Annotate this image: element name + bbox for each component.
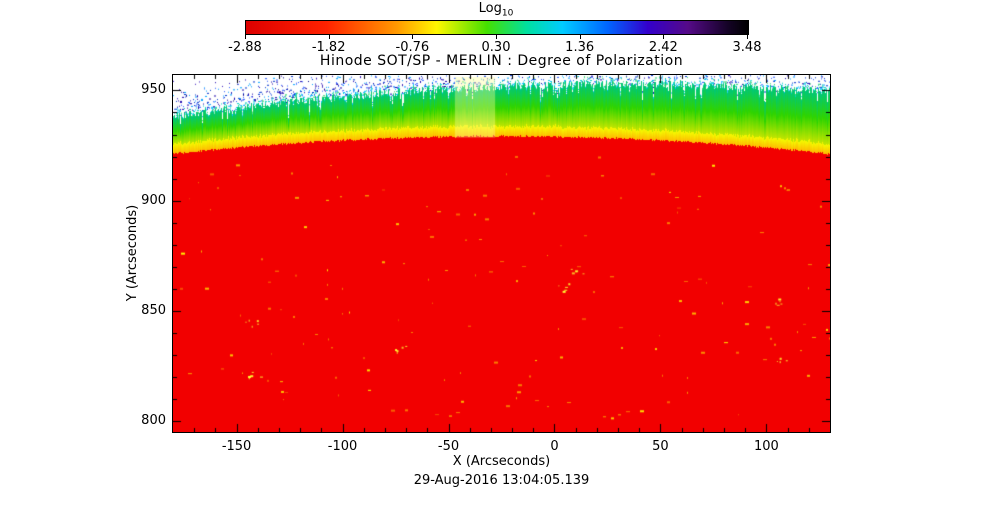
- y-tick-label: 800: [141, 412, 166, 428]
- plot-area: [172, 74, 831, 433]
- colorbar-gradient: [245, 20, 749, 35]
- y-tick-label: 850: [141, 302, 166, 318]
- colorbar-tick-mark: [328, 35, 330, 39]
- y-axis-label: Y (Arcseconds): [125, 204, 140, 302]
- y-tick-label: 950: [141, 82, 166, 98]
- colorbar-tick-mark: [579, 35, 581, 39]
- x-tick-label: -100: [327, 439, 358, 454]
- colorbar-tick-mark: [663, 35, 665, 39]
- timestamp: 29-Aug-2016 13:04:05.139: [413, 473, 590, 488]
- colorbar-tick-mark: [747, 35, 748, 39]
- colorbar-tick-mark: [245, 35, 246, 39]
- x-tick-label: -50: [437, 439, 460, 454]
- plot-title: Hinode SOT/SP - MERLIN : Degree of Polar…: [319, 53, 684, 69]
- colorbar-tick-mark: [496, 35, 497, 39]
- colorbar-tick-label: 2.42: [648, 40, 678, 55]
- colorbar-label-subscript: 10: [501, 8, 514, 19]
- y-tick-label: 900: [141, 192, 166, 208]
- colorbar-tick-label: 3.48: [732, 40, 762, 55]
- heatmap-canvas: [173, 75, 830, 432]
- colorbar-tick-label: 1.36: [565, 40, 595, 55]
- colorbar-tick-label: -1.82: [311, 40, 346, 55]
- x-tick-label: 50: [652, 439, 669, 454]
- x-axis-label: X (Arcseconds): [452, 454, 551, 469]
- x-tick-label: -150: [221, 439, 252, 454]
- colorbar-label-text: Log: [478, 1, 502, 16]
- colorbar-tick-label: -2.88: [228, 40, 262, 55]
- x-tick-label: 0: [550, 439, 559, 454]
- colorbar-tick-mark: [412, 35, 414, 39]
- colorbar-label: Log10: [245, 1, 747, 19]
- colorbar-tick-label: 0.30: [481, 40, 511, 55]
- x-tick-label: 100: [753, 439, 779, 454]
- colorbar-tick-label: -0.76: [395, 40, 430, 55]
